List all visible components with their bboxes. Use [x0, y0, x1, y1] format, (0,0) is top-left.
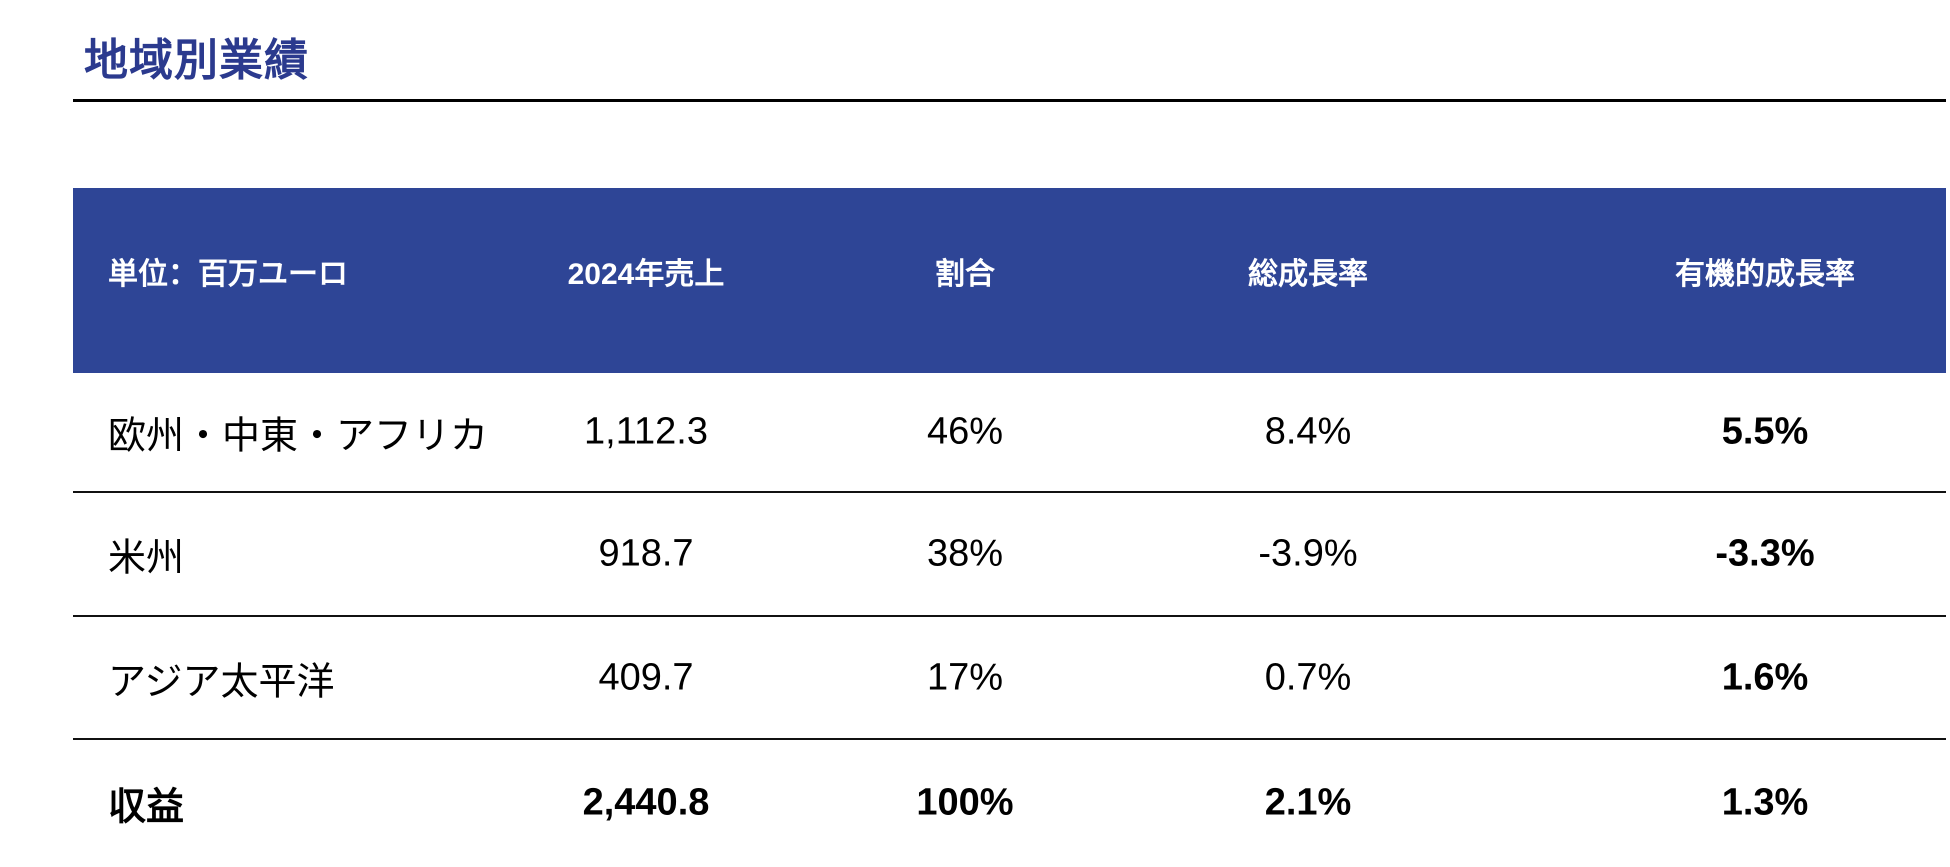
- cell-share: 38%: [926, 532, 1004, 575]
- table-row-americas: 米州 918.7 38% -3.9% -3.3%: [73, 493, 1946, 617]
- cell-share: 46%: [926, 410, 1004, 453]
- column-header-total-growth: 総成長率: [1248, 257, 1368, 291]
- cell-total-growth: 0.7%: [1264, 656, 1352, 698]
- row-label: 収益: [108, 786, 185, 828]
- cell-total-growth: 8.4%: [1264, 410, 1352, 453]
- cell-sales: 2,440.8: [582, 781, 710, 823]
- cell-sales: 1,112.3: [584, 410, 708, 453]
- cell-organic-growth: 5.5%: [1721, 410, 1809, 453]
- table-header-row: 単位：百万ユーロ 2024年売上 割合 総成長率 有機的成長率: [73, 188, 1946, 373]
- table-row-total-revenue: 収益 2,440.8 100% 2.1% 1.3%: [73, 740, 1946, 865]
- cell-sales: 409.7: [598, 656, 694, 698]
- cell-sales: 918.7: [598, 532, 694, 575]
- cell-organic-growth: 1.3%: [1721, 781, 1809, 823]
- row-label: 米州: [108, 537, 185, 580]
- row-label: アジア太平洋: [108, 661, 335, 703]
- cell-share: 17%: [926, 656, 1004, 698]
- column-header-unit: 単位：百万ユーロ: [108, 257, 348, 291]
- cell-total-growth: -3.9%: [1258, 532, 1358, 575]
- cell-organic-growth: 1.6%: [1721, 656, 1809, 698]
- column-header-sales-2024: 2024年売上: [567, 257, 725, 291]
- cell-total-growth: 2.1%: [1264, 781, 1352, 823]
- cell-share: 100%: [916, 781, 1014, 823]
- regional-performance-table: 単位：百万ユーロ 2024年売上 割合 総成長率 有機的成長率 欧州・中東・アフ…: [73, 188, 1946, 865]
- table-row-emea: 欧州・中東・アフリカ 1,112.3 46% 8.4% 5.5%: [73, 373, 1946, 493]
- table-row-asia-pacific: アジア太平洋 409.7 17% 0.7% 1.6%: [73, 617, 1946, 740]
- title-divider: [73, 99, 1946, 102]
- row-label: 欧州・中東・アフリカ: [108, 415, 489, 458]
- page-title: 地域別業績: [84, 36, 309, 85]
- cell-organic-growth: -3.3%: [1715, 532, 1815, 575]
- column-header-share: 割合: [935, 257, 995, 291]
- column-header-organic-growth: 有機的成長率: [1675, 257, 1855, 291]
